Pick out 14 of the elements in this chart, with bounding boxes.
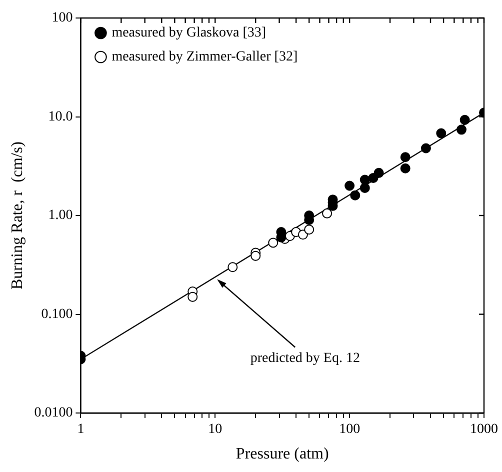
y-tick-label: 10.0	[48, 109, 73, 124]
y-axis-title: Burning Rate, r (cm/s)	[8, 142, 26, 290]
x-axis-title: Pressure (atm)	[236, 446, 329, 463]
y-tick-label: 0.0100	[34, 406, 73, 421]
legend-label: measured by Glaskova [33]	[112, 26, 266, 41]
legend-label: measured by Zimmer-Galler [32]	[112, 50, 298, 65]
y-tick-label: 1.00	[48, 208, 73, 224]
x-tick-label: 1000	[470, 422, 498, 438]
annotation: predicted by Eq. 12	[250, 350, 360, 366]
y-tick-label: 100	[52, 10, 73, 26]
y-tick-label: 0.100	[41, 306, 73, 322]
x-tick-label: 10	[208, 422, 222, 438]
x-tick-label: 100	[339, 422, 360, 438]
x-tick-label: 1	[77, 422, 84, 438]
